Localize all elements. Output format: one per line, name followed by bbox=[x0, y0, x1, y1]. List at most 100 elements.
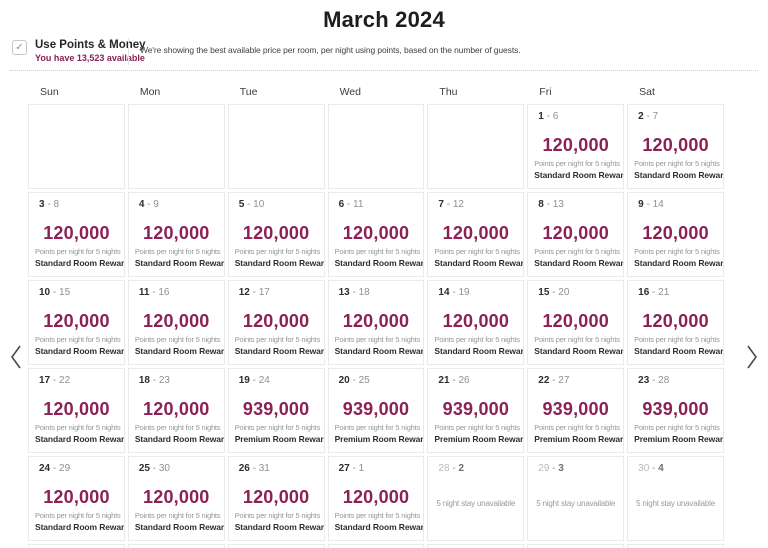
date-separator: - bbox=[149, 463, 159, 474]
date-range: 25 - 30 bbox=[135, 463, 218, 474]
weekday-label: Mon bbox=[139, 86, 161, 98]
empty-calendar-cell bbox=[327, 104, 425, 189]
points-caption: Points per night for 5 nights bbox=[434, 423, 520, 432]
checkout-date: 25 bbox=[358, 375, 370, 386]
calendar-cell[interactable]: 12 - 17 120,000 Points per night for 5 nig… bbox=[227, 280, 325, 365]
calendar-cell[interactable]: 14 - 19 120,000 Points per night for 5 nig… bbox=[427, 280, 525, 365]
calendar-cell[interactable]: 20 - 25 939,000 Points per night for 5 nig… bbox=[327, 368, 425, 453]
checkout-date: 18 bbox=[358, 287, 370, 298]
calendar-cell[interactable]: 8 - 13 120,000 Points per night for 5 nigh… bbox=[527, 192, 625, 277]
room-type-label: Standard Room Reward bbox=[334, 258, 425, 268]
room-type-label: Standard Room Reward bbox=[134, 522, 225, 532]
empty-calendar-cell bbox=[627, 544, 724, 548]
date-range: 27 - 1 bbox=[335, 463, 418, 474]
calendar-cell[interactable]: 16 - 21 120,000 Points per night for 5 nig… bbox=[627, 280, 724, 365]
points-value: 939,000 bbox=[442, 399, 510, 419]
points-value: 120,000 bbox=[143, 223, 210, 243]
date-separator: - bbox=[149, 375, 159, 386]
points-caption: Points per night for 5 nights bbox=[634, 159, 720, 168]
room-type-label: Standard Room Reward bbox=[534, 346, 625, 356]
date-separator: - bbox=[543, 111, 553, 122]
room-type-label: Standard Room Reward bbox=[35, 522, 125, 532]
room-type-label: Standard Room Reward bbox=[134, 434, 225, 444]
checkin-date: 11 bbox=[138, 287, 150, 298]
calendar-cell[interactable]: 15 - 20 120,000 Points per night for 5 nig… bbox=[527, 280, 625, 365]
points-value: 939,000 bbox=[242, 399, 310, 419]
calendar-cell[interactable]: 7 - 12 120,000 Points per night for 5 nigh… bbox=[427, 192, 525, 277]
calendar-cell[interactable]: 18 - 23 120,000 Points per night for 5 nig… bbox=[127, 368, 225, 453]
room-type-label: Standard Room Reward bbox=[35, 346, 125, 356]
date-separator: - bbox=[649, 287, 659, 298]
points-caption: Points per night for 5 nights bbox=[134, 423, 221, 432]
points-caption: Points per night for 5 nights bbox=[534, 247, 620, 256]
checkin-date: 28 bbox=[438, 463, 450, 474]
weekday-label: Tue bbox=[239, 86, 258, 98]
calendar-cell[interactable]: 21 - 26 939,000 Points per night for 5 nig… bbox=[427, 368, 525, 453]
unavailable-message: 5 night stay unavailable bbox=[536, 499, 616, 508]
points-value: 939,000 bbox=[342, 399, 410, 419]
calendar-cell[interactable]: 13 - 18 120,000 Points per night for 5 nig… bbox=[327, 280, 425, 365]
date-range: 5 - 10 bbox=[235, 199, 318, 210]
points-caption: Points per night for 5 nights bbox=[35, 247, 121, 256]
price-block: 120,000 Points per night for 5 nights Stan… bbox=[235, 311, 324, 356]
calendar-cell[interactable]: 6 - 11 120,000 Points per night for 5 nigh… bbox=[327, 192, 425, 277]
calendar-cell[interactable]: 24 - 29 120,000 Points per night for 5 nig… bbox=[28, 456, 125, 541]
date-separator: - bbox=[344, 199, 354, 210]
checkout-date: 11 bbox=[353, 199, 364, 210]
points-value: 939,000 bbox=[542, 399, 609, 419]
date-separator: - bbox=[449, 375, 459, 386]
points-caption: Points per night for 5 nights bbox=[434, 335, 520, 344]
calendar-cell[interactable]: 10 - 15 120,000 Points per night for 5 nig… bbox=[28, 280, 125, 365]
points-value: 120,000 bbox=[642, 311, 709, 331]
points-money-checkbox[interactable]: ✓ bbox=[12, 40, 27, 55]
checkin-date: 1 bbox=[538, 111, 544, 122]
price-block: 120,000 Points per night for 5 nights Stan… bbox=[135, 311, 224, 356]
checkin-date: 19 bbox=[238, 375, 250, 386]
checkout-date: 31 bbox=[258, 463, 270, 474]
calendar-cell[interactable]: 25 - 30 120,000 Points per night for 5 nig… bbox=[127, 456, 225, 541]
price-block: 120,000 Points per night for 5 nights Stan… bbox=[234, 487, 325, 532]
checkin-date: 6 bbox=[338, 199, 345, 210]
empty-calendar-cell bbox=[28, 104, 125, 189]
next-month-button[interactable] bbox=[742, 342, 762, 372]
checkin-date: 7 bbox=[438, 199, 444, 210]
room-type-label: Standard Room Reward bbox=[234, 258, 325, 268]
calendar-cell[interactable]: 26 - 31 120,000 Points per night for 5 nig… bbox=[227, 456, 325, 541]
price-block: 120,000 Points per night for 5 nights Stan… bbox=[335, 311, 424, 356]
calendar-cell[interactable]: 17 - 22 120,000 Points per night for 5 nig… bbox=[28, 368, 125, 453]
price-block: 120,000 Points per night for 5 nights Stan… bbox=[434, 311, 523, 356]
use-points-toggle[interactable]: ✓ Use Points & Money You have 13,523 ava… bbox=[12, 39, 146, 63]
chevron-left-icon bbox=[11, 345, 21, 369]
calendar-cell[interactable]: 27 - 1 120,000 Points per night for 5 nigh… bbox=[327, 456, 425, 541]
price-block: 939,000 Points per night for 5 nights Prem… bbox=[634, 399, 723, 444]
calendar-cell[interactable]: 22 - 27 939,000 Points per night for 5 nig… bbox=[527, 368, 625, 453]
points-caption: Points per night for 5 nights bbox=[334, 247, 421, 256]
weekday-label: Sat bbox=[639, 86, 655, 98]
date-range: 19 - 24 bbox=[235, 375, 318, 386]
checkin-date: 9 bbox=[638, 199, 644, 210]
price-block: 120,000 Points per night for 5 nights Stan… bbox=[35, 223, 124, 268]
points-value: 120,000 bbox=[143, 399, 210, 419]
room-type-label: Standard Room Reward bbox=[234, 522, 325, 532]
checkin-date: 21 bbox=[438, 375, 450, 386]
calendar-cell[interactable]: 1 - 6 120,000 Points per night for 5 night… bbox=[527, 104, 625, 189]
points-value: 120,000 bbox=[442, 311, 510, 331]
calendar-cell[interactable]: 2 - 7 120,000 Points per night for 5 night… bbox=[627, 104, 724, 189]
date-range: 21 - 26 bbox=[434, 375, 517, 386]
checkout-date: 17 bbox=[258, 287, 270, 298]
date-separator: - bbox=[50, 463, 60, 474]
calendar-cell[interactable]: 3 - 8 120,000 Points per night for 5 night… bbox=[28, 192, 125, 277]
calendar-grid: 1 - 6 120,000 Points per night for 5 night… bbox=[28, 104, 724, 548]
weekday-label: Sun bbox=[40, 86, 59, 98]
calendar-cell[interactable]: 5 - 10 120,000 Points per night for 5 nigh… bbox=[227, 192, 325, 277]
date-separator: - bbox=[349, 287, 359, 298]
calendar-cell[interactable]: 4 - 9 120,000 Points per night for 5 night… bbox=[127, 192, 225, 277]
calendar-cell[interactable]: 23 - 28 939,000 Points per night for 5 nig… bbox=[627, 368, 724, 453]
checkin-date: 20 bbox=[338, 375, 350, 386]
calendar-cell[interactable]: 19 - 24 939,000 Points per night for 5 nig… bbox=[227, 368, 325, 453]
calendar-cell[interactable]: 9 - 14 120,000 Points per night for 5 nigh… bbox=[627, 192, 724, 277]
previous-month-button[interactable] bbox=[6, 342, 26, 372]
calendar-cell[interactable]: 11 - 16 120,000 Points per night for 5 nig… bbox=[127, 280, 225, 365]
checkout-date: 26 bbox=[458, 375, 470, 386]
price-block: 120,000 Points per night for 5 nights Stan… bbox=[534, 311, 625, 356]
